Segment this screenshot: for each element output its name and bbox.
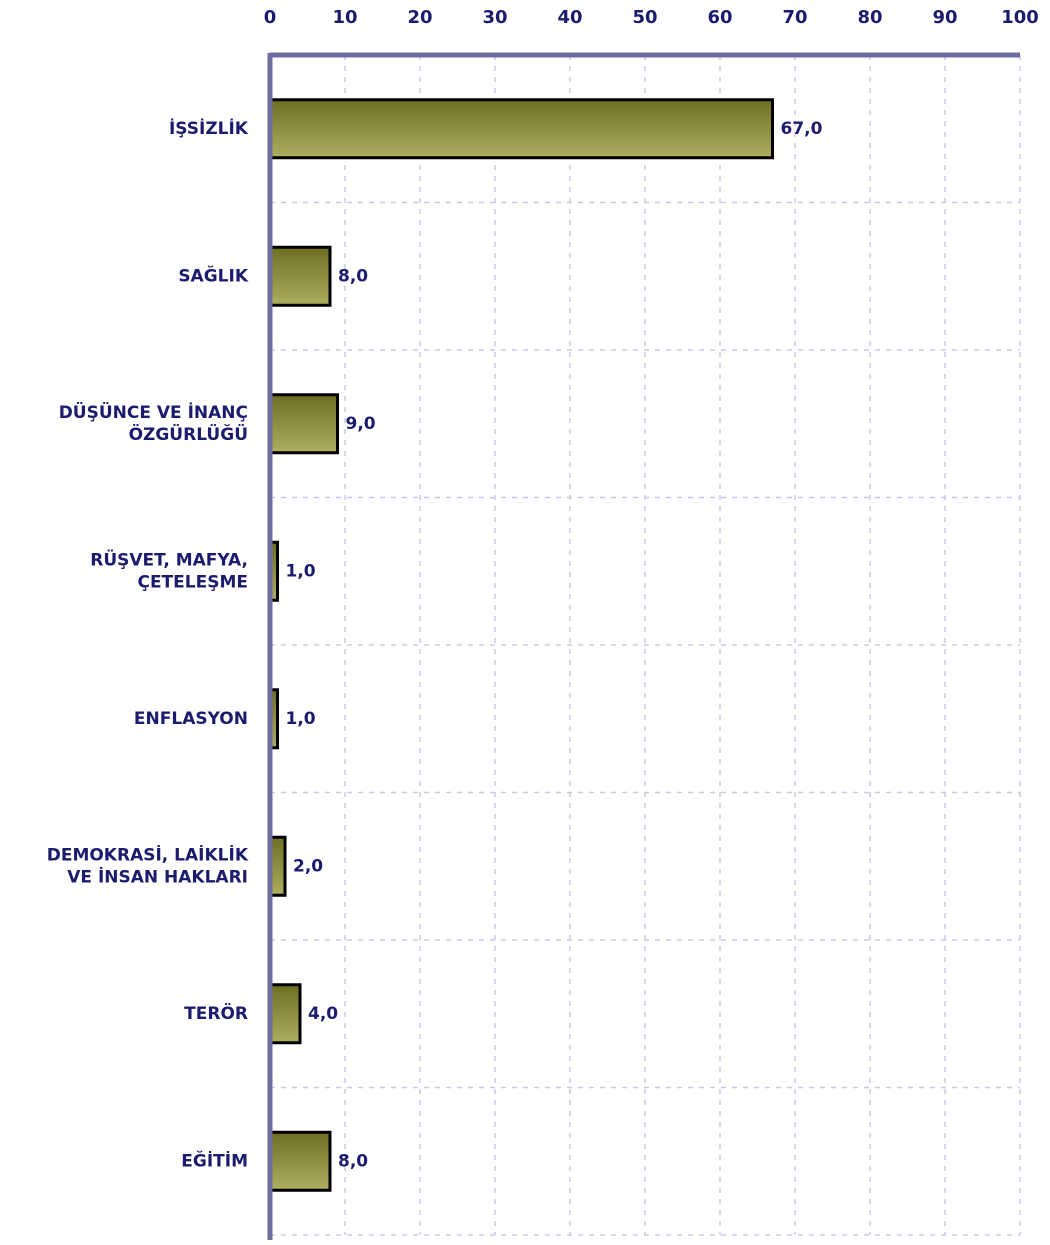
value-label: 4,0 bbox=[308, 1004, 338, 1024]
x-tick-label: 0 bbox=[264, 7, 277, 28]
x-tick-label: 40 bbox=[557, 7, 582, 28]
category-label: İŞSİZLİK bbox=[169, 117, 249, 139]
value-label: 8,0 bbox=[338, 266, 368, 286]
value-label: 1,0 bbox=[286, 561, 316, 581]
bar bbox=[268, 98, 774, 160]
x-tick-label: 10 bbox=[332, 7, 357, 28]
bar bbox=[268, 245, 332, 307]
category-label: TERÖR bbox=[184, 1002, 248, 1024]
category-label: DEMOKRASİ, LAİKLİK VE İNSAN HAKLARI bbox=[47, 843, 249, 887]
value-label: 1,0 bbox=[286, 709, 316, 729]
category-label: SAĞLIK bbox=[178, 264, 249, 286]
value-label: 9,0 bbox=[346, 414, 376, 434]
x-tick-label: 90 bbox=[932, 7, 957, 28]
x-tick-label: 70 bbox=[782, 7, 807, 28]
category-label: ENFLASYON bbox=[134, 709, 248, 729]
x-tick-label: 50 bbox=[632, 7, 657, 28]
bar bbox=[268, 983, 302, 1045]
x-tick-label: 30 bbox=[482, 7, 507, 28]
value-label: 8,0 bbox=[338, 1151, 368, 1171]
category-label: DÜŞÜNCE VE İNANÇ ÖZGÜRLÜĞÜ bbox=[59, 401, 248, 445]
category-label: RÜŞVET, MAFYA, ÇETELEŞME bbox=[90, 548, 248, 592]
x-tick-label: 100 bbox=[1001, 7, 1039, 28]
x-tick-label: 60 bbox=[707, 7, 732, 28]
bar bbox=[268, 1130, 332, 1192]
x-tick-label: 80 bbox=[857, 7, 882, 28]
value-label: 2,0 bbox=[293, 856, 323, 876]
category-label: EĞİTİM bbox=[181, 1149, 248, 1171]
bar bbox=[268, 393, 339, 455]
value-label: 67,0 bbox=[781, 119, 823, 139]
x-tick-label: 20 bbox=[407, 7, 432, 28]
